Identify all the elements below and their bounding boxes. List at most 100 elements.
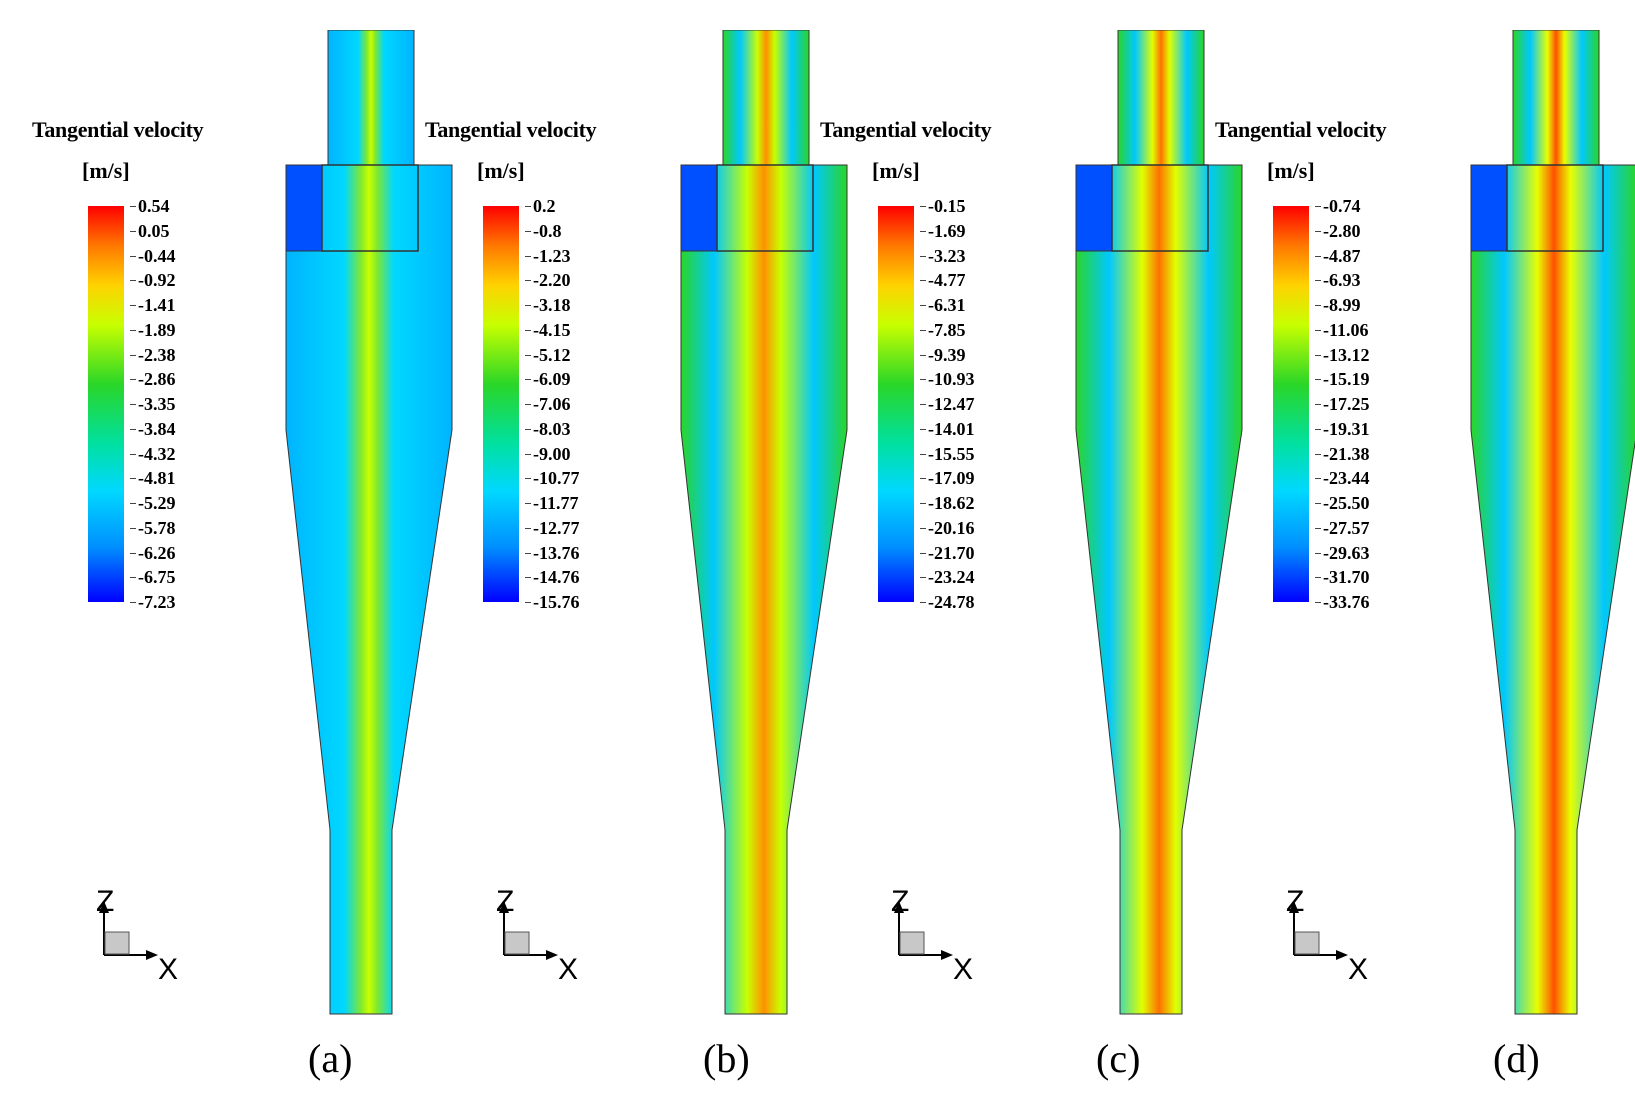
axis-z-label: Z (1286, 885, 1305, 918)
legend-title: Tangential velocity (1215, 117, 1387, 142)
axis-x-label: X (558, 953, 579, 986)
legend-title: Tangential velocity (32, 117, 204, 142)
axis-triad: Z X (90, 885, 200, 995)
axis-x-label: X (1348, 953, 1369, 986)
legend-tick-label: -3.35 (130, 394, 176, 414)
axis-x-label: X (158, 953, 179, 986)
legend-ticks: -0.74 -2.80 -4.87 -6.93 -8.99 -11.06 -13.12 -15… (1315, 197, 1403, 611)
legend-tick-label: -27.57 (1315, 517, 1370, 538)
legend-tick-label: -17.25 (1315, 394, 1370, 414)
legend-tick-label: -12.77 (525, 517, 580, 538)
legend-tick-label: -18.62 (920, 493, 975, 513)
legend-tick-label: -6.31 (920, 295, 966, 315)
axis-triad: Z X (490, 885, 600, 995)
legend-unit: [m/s] (1267, 158, 1315, 183)
legend-tick-label: -10.77 (525, 468, 580, 489)
legend-tick-label: 0.05 (130, 220, 170, 241)
legend-tick-label: -21.38 (1315, 443, 1370, 464)
legend-tick-label: -14.76 (525, 567, 580, 588)
legend-tick-label: -0.15 (920, 196, 966, 216)
legend-tick-label: -5.78 (130, 517, 176, 538)
legend-tick-label: -7.85 (920, 319, 966, 340)
legend-tick-label: -20.16 (920, 517, 975, 538)
legend-tick-label: -4.87 (1315, 245, 1361, 266)
legend-tick-label: -5.29 (130, 493, 176, 513)
legend-title: Tangential velocity (820, 117, 992, 142)
legend-tick-label: -8.99 (1315, 295, 1361, 315)
cyclone-contour (680, 30, 848, 1015)
panel-caption: (b) (703, 1036, 750, 1081)
panel-caption: (d) (1493, 1036, 1540, 1081)
legend-tick-label: -14.01 (920, 418, 975, 439)
axis-triad: Z X (885, 885, 995, 995)
legend-tick-label: -21.70 (920, 542, 975, 563)
axis-arrows (99, 901, 158, 960)
cyclone-contour (285, 30, 453, 1015)
legend-tick-label: 0.54 (130, 196, 170, 216)
legend-tick-label: -33.76 (1315, 592, 1370, 612)
legend-tick-label: -0.44 (130, 245, 176, 266)
legend-unit: [m/s] (82, 158, 130, 183)
axis-triad: Z X (1280, 885, 1390, 995)
axis-arrows (499, 901, 558, 960)
legend-tick-label: -7.06 (525, 394, 571, 414)
color-bar (483, 206, 519, 602)
legend-tick-label: -0.74 (1315, 196, 1361, 216)
legend-tick-label: -17.09 (920, 468, 975, 489)
legend-tick-label: -6.09 (525, 369, 571, 390)
legend-tick-label: -2.38 (130, 344, 176, 365)
legend-tick-label: -23.44 (1315, 468, 1370, 489)
color-bar (88, 206, 124, 602)
panel-caption: (a) (308, 1036, 353, 1081)
color-bar (878, 206, 914, 602)
axis-z-label: Z (496, 885, 515, 918)
legend-tick-label: -31.70 (1315, 567, 1370, 588)
legend-tick-label: -2.80 (1315, 220, 1361, 241)
legend-tick-label: -19.31 (1315, 418, 1370, 439)
legend-tick-label: -29.63 (1315, 542, 1370, 563)
legend-tick-label: -9.39 (920, 344, 966, 365)
legend-ticks: -0.15 -1.69 -3.23 -4.77 -6.31 -7.85 -9.39 -10.9… (920, 197, 1008, 611)
legend-tick-label: -1.23 (525, 245, 571, 266)
legend-tick-label: -12.47 (920, 394, 975, 414)
legend-tick-label: -4.32 (130, 443, 176, 464)
legend-tick-label: -11.77 (525, 493, 579, 513)
cyclone-contour (1075, 30, 1243, 1015)
legend-tick-label: -15.55 (920, 443, 975, 464)
axis-z-label: Z (891, 885, 910, 918)
cyclone-contour (1470, 30, 1635, 1015)
legend-unit: [m/s] (872, 158, 920, 183)
legend-tick-label: -0.8 (525, 220, 562, 241)
legend-tick-label: -3.18 (525, 295, 571, 315)
legend-tick-label: -3.84 (130, 418, 176, 439)
legend-tick-label: -0.92 (130, 270, 176, 291)
panel-b: Tangential velocity [m/s] 0.2 -0.8 -1.23 -2… (425, 0, 848, 1110)
legend-tick-label: -7.23 (130, 592, 176, 612)
legend-tick-label: -15.19 (1315, 369, 1370, 390)
legend-tick-label: -13.12 (1315, 344, 1370, 365)
legend-tick-label: -1.41 (130, 295, 176, 315)
legend-tick-label: -13.76 (525, 542, 580, 563)
legend-tick-label: -4.77 (920, 270, 966, 291)
axis-z-label: Z (96, 885, 115, 918)
color-bar (1273, 206, 1309, 602)
legend-tick-label: -1.69 (920, 220, 966, 241)
legend-tick-label: -5.12 (525, 344, 571, 365)
legend-tick-label: -2.86 (130, 369, 176, 390)
legend-tick-label: -4.15 (525, 319, 571, 340)
legend-ticks: 0.2 -0.8 -1.23 -2.20 -3.18 -4.15 -5.12 -6.09 -7.… (525, 197, 613, 611)
legend-tick-label: -6.26 (130, 542, 176, 563)
legend-tick-label: -2.20 (525, 270, 571, 291)
legend-tick-label: -9.00 (525, 443, 571, 464)
legend-tick-label: -6.75 (130, 567, 176, 588)
axis-arrows (1289, 901, 1348, 960)
legend-ticks: 0.54 0.05 -0.44 -0.92 -1.41 -1.89 -2.38 -2.86 -3… (130, 197, 218, 611)
legend-tick-label: -25.50 (1315, 493, 1370, 513)
legend-unit: [m/s] (477, 158, 525, 183)
legend-tick-label: -8.03 (525, 418, 571, 439)
legend-tick-label: -24.78 (920, 592, 975, 612)
legend-tick-label: -3.23 (920, 245, 966, 266)
legend-tick-label: -23.24 (920, 567, 975, 588)
legend-tick-label: -1.89 (130, 319, 176, 340)
legend-tick-label: -15.76 (525, 592, 580, 612)
